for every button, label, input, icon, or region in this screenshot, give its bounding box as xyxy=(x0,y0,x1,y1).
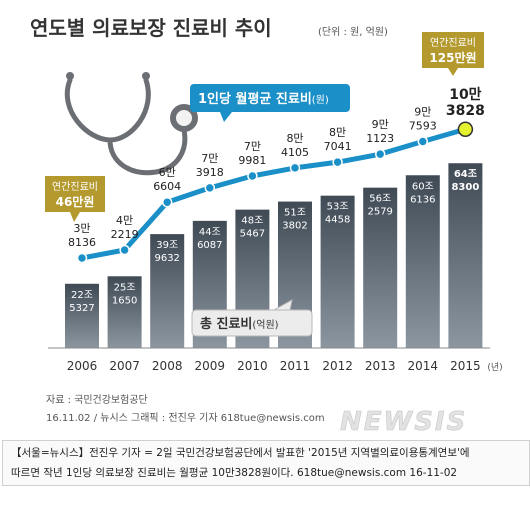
bar-value-2012-a: 53조 xyxy=(327,202,349,213)
line-value-2011-a: 8만 xyxy=(286,132,303,145)
line-value-2012-b: 7041 xyxy=(324,140,352,153)
bar-value-2010-b: 5467 xyxy=(240,229,265,240)
bar-value-2011-a: 51조 xyxy=(284,208,306,219)
bar-value-2012-b: 4458 xyxy=(325,215,350,226)
stethoscope-icon xyxy=(64,72,198,176)
callout-2015: 연간진료비 125만원 xyxy=(422,32,484,76)
callout-2006-line2: 46만원 xyxy=(56,194,95,209)
line-point-2006 xyxy=(76,252,88,264)
x-tick-2015: 2015 xyxy=(450,359,481,373)
bar-value-2008-b: 9632 xyxy=(154,253,179,264)
line-value-2008-a: 6만 xyxy=(159,166,176,179)
credit-note: 16.11.02 / 뉴시스 그래픽 : 전진우 기자 618tue@newsi… xyxy=(46,412,325,424)
line-point-2007 xyxy=(119,244,130,256)
bar-value-2010-a: 48조 xyxy=(241,216,263,227)
bar-value-2014-b: 6136 xyxy=(410,194,435,205)
line-value-2012-a: 8만 xyxy=(329,126,346,139)
bar-value-2014-a: 60조 xyxy=(412,181,434,192)
caption-box: 【서울=뉴시스】전진우 기자 = 2일 국민건강보험공단에서 발표한 '2015… xyxy=(2,440,530,486)
line-point-2011 xyxy=(289,162,301,174)
bar-value-2008-a: 39조 xyxy=(156,240,178,251)
x-tick-2009: 2009 xyxy=(195,359,226,373)
line-value-2006-a: 3만 xyxy=(73,222,90,235)
x-tick-2014: 2014 xyxy=(408,359,439,373)
callout-2006-line1: 연간진료비 xyxy=(52,181,98,193)
bar-label-main: 총 진료비 xyxy=(200,316,252,332)
line-point-2010 xyxy=(247,170,258,182)
callout-2015-line1: 연간진료비 xyxy=(430,37,476,49)
bar-value-2007-a: 25조 xyxy=(114,282,136,293)
line-point-2014 xyxy=(417,136,429,147)
bar-2015 xyxy=(448,163,483,348)
x-axis-suffix: (년) xyxy=(487,362,502,373)
line-series-label: 1인당 월평균 진료비(원) xyxy=(190,84,350,122)
bar-2013 xyxy=(363,187,398,348)
line-value-2010-b: 9981 xyxy=(238,154,266,167)
bar-value-2006-a: 22조 xyxy=(71,290,93,301)
x-tick-2011: 2011 xyxy=(280,359,311,373)
line-value-2013-a: 9만 xyxy=(372,118,389,131)
line-value-2014-b: 7593 xyxy=(409,119,437,132)
bar-labels: 22조 5327 25조 1650 39조 9632 44조 6087 48조 5467 51조 38… xyxy=(69,168,479,314)
bar-value-2009-b: 6087 xyxy=(197,240,222,251)
callout-2006: 연간진료비 46만원 xyxy=(45,176,105,222)
line-value-2007-a: 4만 xyxy=(116,214,133,227)
line-value-2008-b: 6604 xyxy=(153,180,181,193)
line-value-2011-b: 4105 xyxy=(281,146,309,159)
x-tick-2006: 2006 xyxy=(67,359,98,373)
bar-value-2011-b: 3802 xyxy=(282,221,307,232)
line-point-2012 xyxy=(332,156,343,168)
line-point-2013 xyxy=(374,148,386,160)
x-tick-2012: 2012 xyxy=(322,359,353,373)
line-value-2015-b: 3828 xyxy=(446,103,485,119)
bar-2014 xyxy=(405,175,440,348)
x-tick-2010: 2010 xyxy=(237,359,268,373)
callout-2015-line2: 125만원 xyxy=(429,50,476,65)
bar-value-2013-a: 56조 xyxy=(369,194,391,205)
caption-line-1: 【서울=뉴시스】전진우 기자 = 2일 국민건강보험공단에서 발표한 '2015… xyxy=(11,447,470,459)
x-tick-2008: 2008 xyxy=(152,359,183,373)
x-axis-ticks: 2006 2007 2008 2009 2010 2011 2012 2013 2014 2015… xyxy=(67,359,503,373)
bar-2008 xyxy=(150,234,185,348)
line-value-2013-b: 1123 xyxy=(366,132,394,145)
bar-label-unit: (억원) xyxy=(252,319,278,331)
x-tick-2007: 2007 xyxy=(109,359,140,373)
line-value-2009-a: 7만 xyxy=(201,152,218,165)
line-point-2015 xyxy=(457,121,474,137)
line-series xyxy=(76,121,474,264)
svg-text:총 진료비(억원): 총 진료비(억원) xyxy=(200,316,279,332)
chart-title: 연도별 의료보장 진료비 추이 xyxy=(30,16,272,40)
line-value-2015-a: 10만 xyxy=(449,87,481,103)
bar-series-label: 총 진료비(억원) xyxy=(191,299,313,337)
bar-value-2013-b: 2579 xyxy=(367,207,392,218)
line-value-2014-a: 9만 xyxy=(414,105,431,118)
line-label-main: 1인당 월평균 진료비 xyxy=(198,91,312,107)
unit-note: (단위 : 원, 억원) xyxy=(318,25,388,38)
watermark: NEWSIS xyxy=(340,407,467,437)
line-point-2009 xyxy=(204,182,216,194)
line-value-2010-a: 7만 xyxy=(244,140,261,153)
line-value-2007-b: 2219 xyxy=(111,228,139,241)
bar-2012 xyxy=(320,195,355,348)
bar-value-2006-b: 5327 xyxy=(69,303,94,314)
svg-text:1인당 월평균 진료비(원): 1인당 월평균 진료비(원) xyxy=(198,91,329,107)
x-tick-2013: 2013 xyxy=(365,359,396,373)
bar-value-2015-b: 8300 xyxy=(451,182,479,193)
bar-value-2007-b: 1650 xyxy=(112,295,137,306)
line-labels: 3만81364만22196만66047만39187만99818만41058만70… xyxy=(68,87,485,249)
bar-2007 xyxy=(107,276,142,348)
bar-value-2009-a: 44조 xyxy=(199,227,221,238)
line-path xyxy=(81,126,467,261)
line-point-2008 xyxy=(161,196,173,208)
bar-value-2015-a: 64조 xyxy=(454,168,477,180)
line-value-2006-b: 8136 xyxy=(68,236,96,249)
line-label-unit: (원) xyxy=(312,94,329,106)
bar-2006 xyxy=(65,283,99,348)
source-note: 자료 : 국민건강보험공단 xyxy=(46,394,148,406)
caption-line-2: 따르면 작년 1인당 의료보장 진료비는 월평균 10만3828원이다. 618… xyxy=(11,467,458,479)
line-value-2009-b: 3918 xyxy=(196,166,224,179)
